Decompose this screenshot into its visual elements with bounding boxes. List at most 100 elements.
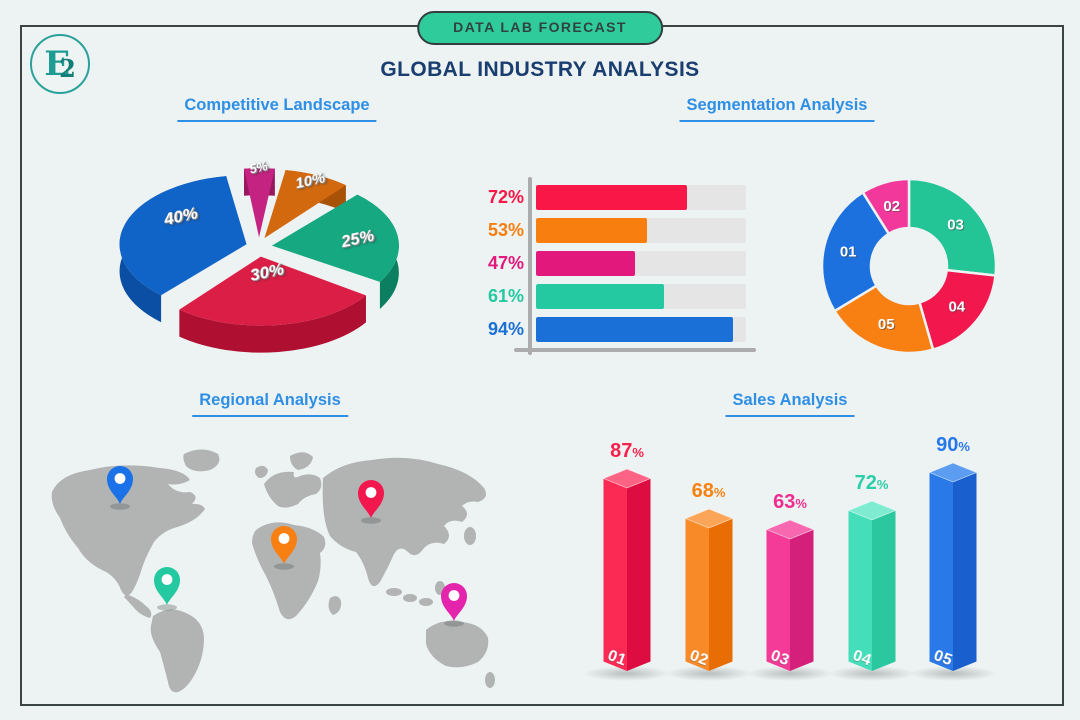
hbar-track xyxy=(536,317,746,342)
hbar-track xyxy=(536,218,746,243)
heading-segmentation-analysis[interactable]: Segmentation Analysis xyxy=(679,96,875,122)
column-3d: 02 xyxy=(683,508,734,671)
column-number-label: 01 xyxy=(605,647,628,669)
hbar-track xyxy=(536,284,746,309)
hbar-value-label: 53% xyxy=(487,220,524,240)
continent-europe xyxy=(264,471,322,508)
hbar-fill xyxy=(536,284,665,309)
continent-scandinavia xyxy=(290,452,313,470)
pie-slice xyxy=(264,170,346,239)
continent-central-america xyxy=(124,594,152,618)
banner-pill: DATA LAB FORECAST xyxy=(417,11,663,45)
sales-column-02: 68% 02 xyxy=(664,480,753,681)
donut-segment-label: 02 xyxy=(883,198,900,215)
hbar-fill xyxy=(536,317,734,342)
page-title: GLOBAL INDUSTRY ANALYSIS xyxy=(380,58,700,81)
hbar-fill xyxy=(536,251,635,276)
heading-regional-analysis[interactable]: Regional Analysis xyxy=(192,391,348,417)
heading-sales-analysis[interactable]: Sales Analysis xyxy=(725,391,855,417)
pie-slice xyxy=(271,194,399,282)
island-indonesia-2 xyxy=(403,594,417,602)
column-3d: 01 xyxy=(602,468,652,671)
hbar-row: 47% xyxy=(478,251,778,276)
donut-segment xyxy=(820,191,891,313)
bar-chart-x-axis xyxy=(514,348,756,352)
continent-greenland xyxy=(183,449,220,472)
pie-slice-side xyxy=(179,295,366,353)
logo-letter-e: E xyxy=(44,44,71,84)
column-3d: 05 xyxy=(928,462,978,671)
hbar-fill xyxy=(536,218,648,243)
donut-segment xyxy=(907,177,998,277)
column-3d: 04 xyxy=(846,500,897,671)
column-shadow xyxy=(583,666,671,681)
map-pin-asia xyxy=(358,480,384,524)
column-shadow xyxy=(909,666,997,681)
island-indonesia-3 xyxy=(419,598,433,606)
column-3d: 03 xyxy=(765,519,815,671)
hbar-row: 53% xyxy=(478,218,778,243)
map-pin-africa xyxy=(271,526,297,570)
column-percent-label: 87% xyxy=(610,440,644,462)
pie-slice xyxy=(179,256,366,326)
column-shadow xyxy=(664,666,753,681)
donut-segment-label: 04 xyxy=(948,298,965,315)
logo: E 2 xyxy=(30,34,90,94)
continent-south-america xyxy=(150,609,204,693)
column-number-label: 02 xyxy=(687,647,710,669)
competitive-pie-chart: 5%10%25%30%40% xyxy=(119,159,399,353)
donut-segment xyxy=(861,177,911,236)
continent-australia xyxy=(426,621,489,668)
donut-segment xyxy=(833,284,935,355)
map-pin-australia xyxy=(441,583,467,627)
hbar-track xyxy=(536,251,746,276)
hbar-value-label: 94% xyxy=(487,319,524,339)
continent-north-america xyxy=(51,465,205,596)
pie-slice xyxy=(119,176,247,296)
hbar-track xyxy=(536,185,746,210)
column-number-label: 04 xyxy=(850,647,873,669)
hbar-value-label: 61% xyxy=(487,286,524,306)
hbar-row: 61% xyxy=(478,284,778,309)
island-indonesia-1 xyxy=(386,588,402,596)
sales-column-01: 87% 01 xyxy=(583,440,671,681)
heading-competitive-landscape[interactable]: Competitive Landscape xyxy=(177,96,377,122)
donut-segment-label: 03 xyxy=(947,216,964,233)
island-new-zealand xyxy=(485,672,495,688)
donut-segment xyxy=(918,268,997,351)
hbar-fill xyxy=(536,185,688,210)
continent-uk xyxy=(255,465,268,478)
bar-chart-y-axis xyxy=(528,177,532,355)
continent-madagascar xyxy=(328,596,342,615)
hbar-row: 72% xyxy=(478,185,778,210)
continents xyxy=(51,449,495,693)
column-shadow xyxy=(746,666,834,681)
pie-slice xyxy=(244,168,275,238)
map-pin-south-america xyxy=(154,567,180,611)
column-number-label: 03 xyxy=(768,647,791,669)
pie-slice-label: 10% xyxy=(294,169,327,192)
pie-slice-label: 5% xyxy=(248,159,269,176)
map-pins-layer xyxy=(107,466,467,627)
column-percent-label: 90% xyxy=(936,434,970,456)
column-percent-label: 68% xyxy=(691,480,726,502)
donut-segment-label: 01 xyxy=(840,244,857,261)
hbar-row: 94% xyxy=(478,317,778,342)
hbar-value-label: 72% xyxy=(487,187,524,207)
banner-label: DATA LAB FORECAST xyxy=(453,19,627,35)
column-percent-label: 72% xyxy=(854,472,889,494)
sales-column-05: 90% 05 xyxy=(909,434,997,681)
segmentation-bar-chart: 72% 53% 47% 61% 94% xyxy=(478,177,778,355)
column-shadow xyxy=(827,666,916,681)
continent-africa xyxy=(252,522,326,620)
world-map xyxy=(51,449,495,693)
column-number-label: 05 xyxy=(931,647,954,669)
column-percent-label: 63% xyxy=(773,491,807,513)
sales-column-03: 63% 03 xyxy=(746,491,834,681)
logo-letter-2: 2 xyxy=(59,54,76,83)
segmentation-donut-chart: 03 04 05 01 02 xyxy=(820,177,998,355)
sales-column-04: 72% 04 xyxy=(827,472,916,681)
donut-segment-label: 05 xyxy=(878,316,895,333)
continent-asia xyxy=(322,457,486,587)
